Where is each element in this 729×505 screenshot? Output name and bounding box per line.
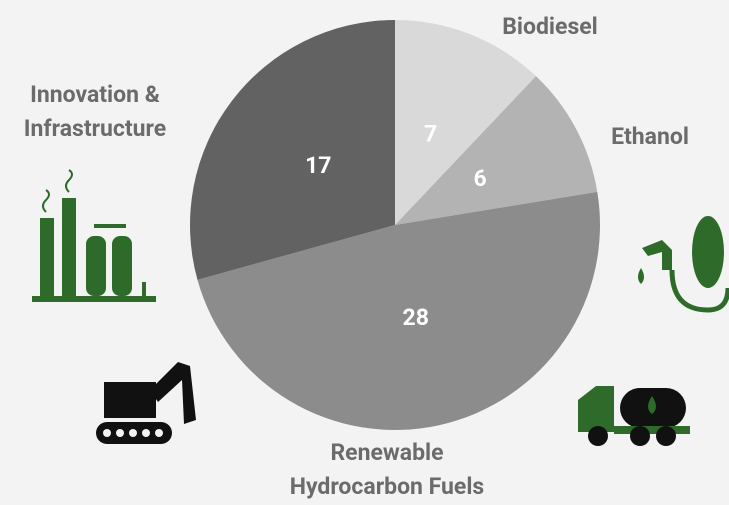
pump-corn-icon xyxy=(638,216,729,313)
category-label: Ethanol xyxy=(611,123,689,150)
pie-slice xyxy=(395,20,536,225)
truck-icon xyxy=(578,386,690,446)
category-label: Biodiesel xyxy=(502,13,598,40)
pie-slice xyxy=(190,20,395,280)
pie-slice xyxy=(395,76,598,225)
excavator-icon xyxy=(96,362,196,444)
value-label: 7 xyxy=(424,121,437,148)
value-label: 17 xyxy=(305,152,331,179)
pie-slice xyxy=(197,191,601,431)
value-label: 28 xyxy=(403,304,429,331)
category-label: Renewable Hydrocarbon Fuels xyxy=(289,439,485,500)
factory-icon xyxy=(32,169,156,302)
value-label: 6 xyxy=(474,165,487,192)
category-label: Innovation & Infrastructure xyxy=(23,81,167,142)
slices xyxy=(190,20,601,431)
